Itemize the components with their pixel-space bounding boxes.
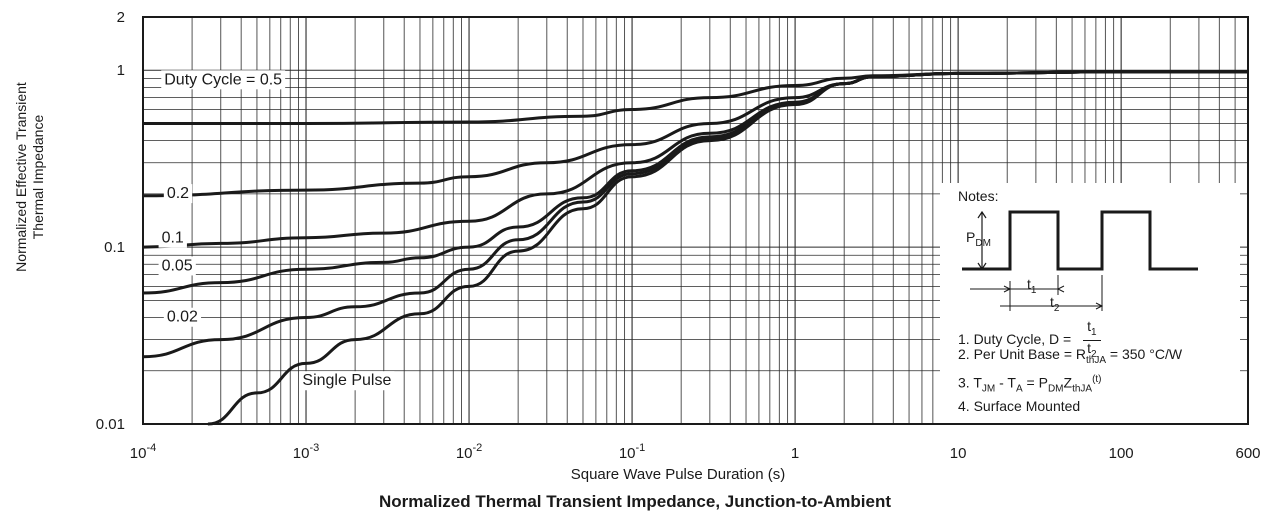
y-tick-label-0: 2 [117, 9, 125, 26]
pulse-diagram [962, 210, 1198, 311]
x-tick-label-2: 10-2 [456, 442, 482, 462]
note-1: 1. Duty Cycle, D = t1 t2 [958, 319, 1101, 362]
x-tick-label-0: 10-4 [130, 442, 156, 462]
series-label-bg-1 [163, 184, 193, 204]
series-label-5: Single Pulse [302, 372, 391, 389]
chart-title: Normalized Thermal Transient Impedance, … [379, 492, 891, 511]
series-label-bg-3 [158, 256, 196, 276]
note-2: 2. Per Unit Base = RthJA = 350 °C/W [958, 346, 1183, 366]
series-line-5 [207, 70, 1248, 426]
series-label-bg-2 [158, 228, 187, 248]
x-axis-label: Square Wave Pulse Duration (s) [570, 466, 786, 483]
series-label-bg-5 [299, 371, 395, 391]
series-layer [142, 70, 1248, 426]
tick-layer: 10-4 10-3 10-2 10-1 1 10 100 600 2 1 0.1 0.01 [96, 9, 1261, 462]
notes-heading: Notes: [958, 188, 999, 204]
duty-fraction: t1 t2 [1083, 319, 1101, 362]
series-label-bg-4 [163, 307, 202, 327]
y-axis-label-line-2: Thermal Impedance [30, 114, 46, 240]
x-tick-label-3: 10-1 [619, 442, 645, 462]
series-label-3: 0.05 [162, 257, 193, 274]
y-tick-label-3: 0.01 [96, 416, 125, 433]
pdm-label: PDM [966, 229, 991, 249]
pulse-waveform [962, 210, 1198, 271]
note-3: 3. TJM - TA = PDMZthJA(t) [958, 374, 1102, 395]
note-4: 4. Surface Mounted [958, 398, 1081, 414]
x-tick-label-7: 600 [1235, 445, 1260, 462]
t2-label: t2 [1050, 294, 1060, 314]
series-label-1: 0.2 [167, 185, 189, 202]
y-tick-label-2: 0.1 [104, 239, 125, 256]
series-label-2: 0.1 [162, 230, 184, 247]
x-tick-label-4: 1 [791, 445, 799, 462]
plot-frame [142, 16, 1249, 425]
series-label-layer: Duty Cycle = 0.5 0.2 0.1 0.05 0.02 Single Pul… [158, 70, 395, 391]
pdm-arrow-heads [977, 210, 987, 271]
y-tick-label-1: 1 [117, 62, 125, 79]
x-tick-label-1: 10-3 [293, 442, 319, 462]
series-label-bg-0 [161, 70, 286, 90]
t1-label: t1 [1027, 276, 1037, 296]
x-tick-label-5: 10 [950, 445, 967, 462]
notes-box: Notes: PDM t1 t2 1. Duty Cycle, D = t1 t… [940, 183, 1240, 423]
series-label-4: 0.02 [167, 309, 198, 326]
t-arrow-heads [1003, 285, 1104, 310]
y-axis-label: Normalized Effective Transient Thermal I… [13, 0, 47, 357]
series-label-0: Duty Cycle = 0.5 [164, 71, 282, 88]
x-tick-label-6: 100 [1109, 445, 1134, 462]
y-axis-label-line-1: Normalized Effective Transient [13, 82, 29, 272]
